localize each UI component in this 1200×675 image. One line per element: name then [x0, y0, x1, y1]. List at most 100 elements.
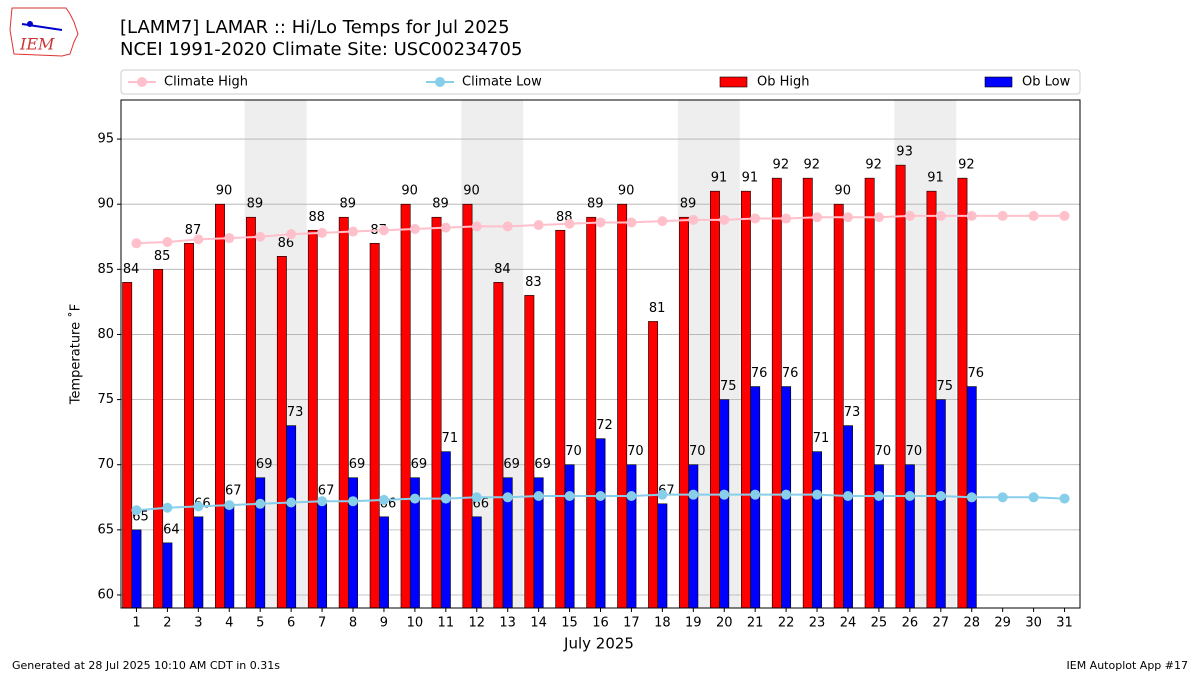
point: [812, 212, 823, 223]
data-label: 91: [711, 171, 728, 186]
x-tick-label: 31: [1056, 616, 1073, 631]
x-tick-label: 3: [194, 616, 202, 631]
x-tick-label: 12: [468, 616, 485, 631]
point: [997, 210, 1008, 221]
x-tick-label: 4: [225, 616, 233, 631]
point: [904, 210, 915, 221]
point: [1059, 210, 1070, 221]
point: [1028, 492, 1039, 503]
x-tick-label: 1: [132, 616, 140, 631]
point: [564, 490, 575, 501]
point: [688, 489, 699, 500]
point: [750, 213, 761, 224]
y-tick-label: 85: [97, 262, 114, 277]
bar: [895, 164, 906, 609]
point: [440, 493, 451, 504]
data-label: 84: [123, 262, 140, 277]
x-tick-label: 24: [840, 616, 857, 631]
point: [533, 490, 544, 501]
bar: [771, 177, 782, 609]
bar: [400, 203, 411, 609]
point: [317, 227, 328, 238]
point: [657, 489, 668, 500]
point: [564, 218, 575, 229]
x-tick-label: 5: [256, 616, 264, 631]
bar: [626, 464, 637, 609]
data-label: 89: [247, 197, 264, 212]
point: [719, 214, 730, 225]
data-label: 73: [287, 405, 304, 420]
data-label: 67: [318, 483, 335, 498]
bar: [617, 203, 628, 609]
point: [502, 221, 513, 232]
data-label: 83: [525, 275, 542, 290]
bar: [317, 503, 328, 609]
point: [997, 492, 1008, 503]
bar: [935, 399, 946, 609]
plot-frame: [120, 99, 1081, 609]
legend-swatch-marker: [435, 77, 445, 87]
point: [781, 213, 792, 224]
point: [935, 210, 946, 221]
point: [873, 490, 884, 501]
point: [162, 502, 173, 513]
data-label: 76: [967, 366, 984, 381]
data-label: 89: [339, 197, 356, 212]
point: [966, 210, 977, 221]
bar: [215, 203, 225, 609]
data-label: 89: [432, 197, 449, 212]
point: [502, 492, 513, 503]
point: [131, 505, 142, 516]
y-tick-label: 65: [97, 522, 114, 537]
point: [471, 492, 482, 503]
legend-box: [120, 69, 1081, 95]
x-tick-label: 26: [902, 616, 919, 631]
data-label: 72: [596, 418, 613, 433]
bar: [524, 295, 535, 609]
point: [317, 496, 328, 507]
data-label: 67: [225, 483, 242, 498]
x-tick-label: 29: [994, 616, 1011, 631]
x-tick-label: 14: [530, 616, 547, 631]
data-label: 70: [689, 444, 706, 459]
data-label: 90: [216, 184, 233, 199]
point: [966, 492, 977, 503]
data-label: 73: [844, 405, 861, 420]
point: [378, 225, 389, 236]
point: [224, 233, 235, 244]
chart-title: [LAMM7] LAMAR :: Hi/Lo Temps for Jul 202…: [120, 17, 510, 38]
bar: [555, 229, 566, 609]
x-tick-label: 13: [499, 616, 516, 631]
point: [409, 493, 420, 504]
y-tick-label: 70: [97, 457, 114, 472]
x-tick-label: 23: [809, 616, 826, 631]
point: [533, 220, 544, 231]
x-tick-label: 10: [407, 616, 424, 631]
point: [842, 212, 853, 223]
data-label: 69: [411, 457, 428, 472]
bar: [224, 503, 235, 609]
point: [1059, 493, 1070, 504]
point: [781, 489, 792, 500]
point: [286, 497, 297, 508]
footer-right: IEM Autoplot App #17: [1067, 659, 1189, 672]
legend-label: Climate High: [164, 75, 248, 90]
bar: [122, 282, 133, 609]
logo: IEM: [9, 7, 79, 57]
data-label: 92: [803, 158, 820, 173]
bar: [286, 425, 297, 609]
legend-swatch-marker: [137, 77, 147, 87]
x-axis-label: July 2025: [563, 635, 634, 653]
x-tick-label: 27: [933, 616, 950, 631]
chart-subtitle: NCEI 1991-2020 Climate Site: USC00234705: [120, 39, 522, 60]
data-label: 75: [937, 379, 954, 394]
data-label: 69: [503, 457, 520, 472]
data-label: 69: [534, 457, 551, 472]
x-tick-label: 19: [685, 616, 702, 631]
data-label: 71: [813, 431, 830, 446]
data-label: 90: [463, 184, 480, 199]
bar: [812, 451, 822, 609]
data-label: 90: [618, 184, 635, 199]
point: [595, 217, 606, 228]
data-label: 64: [163, 522, 180, 537]
